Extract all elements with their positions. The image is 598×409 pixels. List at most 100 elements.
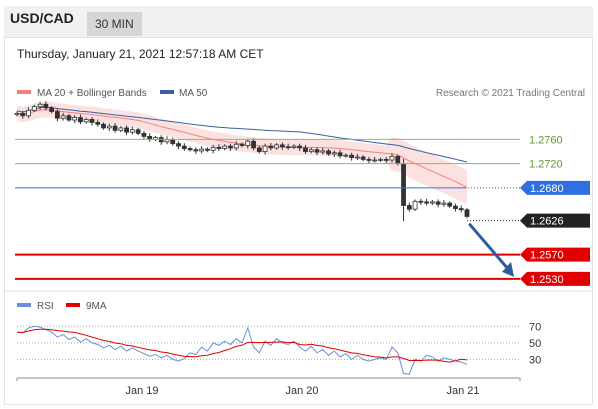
candle-body bbox=[216, 146, 222, 149]
rsi-tick-label: 30 bbox=[529, 354, 541, 366]
candle-body bbox=[303, 147, 308, 152]
candle-body bbox=[101, 123, 106, 129]
candle-body bbox=[435, 201, 441, 205]
ma50-line bbox=[16, 106, 468, 163]
rsi-tick-label: 50 bbox=[529, 338, 541, 350]
candle-body bbox=[233, 143, 239, 149]
legend-ma50-label: MA 50 bbox=[179, 88, 208, 99]
candle-body bbox=[181, 145, 187, 149]
candle-body bbox=[308, 149, 314, 152]
credit-label: Research © 2021 Trading Central bbox=[436, 88, 585, 99]
candle-body bbox=[129, 129, 135, 133]
candle-body bbox=[366, 159, 372, 161]
candle-body bbox=[83, 119, 89, 123]
candle-body bbox=[78, 117, 83, 123]
candle-body bbox=[31, 106, 37, 111]
candle-body bbox=[210, 146, 216, 151]
chart-frame bbox=[4, 6, 593, 405]
candle-body bbox=[418, 200, 424, 203]
candle-body bbox=[424, 201, 430, 204]
candle-body bbox=[262, 145, 268, 152]
candle-body bbox=[395, 155, 401, 165]
candle-body bbox=[72, 117, 78, 121]
candle-body bbox=[268, 145, 274, 149]
candle-body bbox=[372, 159, 378, 162]
symbol-title: USD/CAD bbox=[10, 10, 74, 26]
candle-body bbox=[204, 148, 210, 151]
candle-body bbox=[354, 156, 360, 159]
candle-body bbox=[49, 107, 55, 112]
support-tag bbox=[520, 247, 590, 262]
candle-body bbox=[239, 143, 245, 146]
rsi-line bbox=[16, 325, 468, 375]
rsi-tick-label: 70 bbox=[529, 321, 541, 333]
candle-body bbox=[170, 139, 176, 145]
candle-body bbox=[37, 103, 43, 108]
legend-rsi-label: RSI bbox=[37, 301, 54, 312]
candle-body bbox=[14, 112, 20, 115]
candle-body bbox=[320, 150, 326, 153]
legend-ma20-label: MA 20 + Bollinger Bands bbox=[37, 88, 147, 99]
datetime-label: Thursday, January 21, 2021 12:57:18 AM C… bbox=[17, 47, 264, 61]
candle-body bbox=[406, 205, 412, 210]
bollinger-band bbox=[17, 101, 467, 205]
candle-body bbox=[429, 201, 435, 204]
support-label: 1.2570 bbox=[530, 250, 564, 262]
candle-body bbox=[297, 145, 303, 149]
candle-body bbox=[274, 144, 280, 149]
price-panel bbox=[14, 101, 470, 222]
interval-button[interactable]: 30 MIN bbox=[87, 12, 142, 36]
candle-body bbox=[193, 149, 199, 152]
candle-body bbox=[124, 127, 130, 133]
levels-layer: 1.2760 1.2720 1.2680 1.2626 1.2570 1.2530 bbox=[15, 134, 590, 286]
x-tick-label: Jan 21 bbox=[446, 385, 479, 397]
candle-body bbox=[112, 125, 118, 131]
pivot-tag bbox=[520, 180, 590, 195]
candle-body bbox=[26, 109, 31, 117]
rsi-9ma-line bbox=[16, 328, 468, 363]
candle-body bbox=[453, 205, 458, 209]
forecast-arrow-shaft bbox=[468, 223, 510, 271]
x-tick-label: Jan 20 bbox=[285, 385, 318, 397]
legend-swatch-ma20 bbox=[17, 90, 31, 94]
support-label: 1.2530 bbox=[530, 274, 564, 286]
candle-body bbox=[118, 127, 124, 131]
candle-body bbox=[245, 140, 251, 146]
candle-body bbox=[441, 202, 447, 205]
candle-body bbox=[89, 119, 95, 123]
legend-9ma-label: 9MA bbox=[86, 301, 107, 312]
candle-body bbox=[135, 129, 141, 134]
candle-body bbox=[187, 148, 193, 151]
candle-body bbox=[326, 150, 331, 155]
candle-body bbox=[378, 159, 383, 161]
support-tag bbox=[520, 271, 590, 286]
candle-body bbox=[141, 132, 147, 137]
candle-body bbox=[251, 140, 256, 149]
candle-body bbox=[279, 144, 285, 148]
candle-body bbox=[285, 146, 291, 149]
candle-body bbox=[314, 149, 320, 153]
candle-body bbox=[389, 155, 395, 161]
candle-body bbox=[291, 145, 297, 148]
candle-body bbox=[343, 154, 349, 157]
candle-body bbox=[106, 125, 112, 129]
legend-swatch-9ma bbox=[66, 303, 80, 307]
candle-body bbox=[256, 147, 262, 152]
candle-body bbox=[331, 152, 337, 155]
legend-swatch-rsi bbox=[17, 303, 31, 307]
candle-body bbox=[349, 154, 355, 159]
candle-body bbox=[401, 163, 406, 206]
candle-body bbox=[199, 148, 205, 152]
candle-body bbox=[360, 156, 366, 160]
last-price-label: 1.2626 bbox=[530, 216, 564, 228]
resistance-label: 1.2720 bbox=[529, 159, 563, 171]
candle-body bbox=[43, 103, 49, 109]
x-axis: Jan 19 Jan 20 Jan 21 bbox=[16, 377, 521, 397]
rsi-panel: 70 50 30 bbox=[16, 321, 541, 375]
candle-body bbox=[176, 143, 181, 147]
candle-body bbox=[222, 145, 228, 149]
pivot-label: 1.2680 bbox=[530, 183, 564, 195]
candle-body bbox=[66, 115, 72, 121]
candle-body bbox=[95, 122, 101, 125]
